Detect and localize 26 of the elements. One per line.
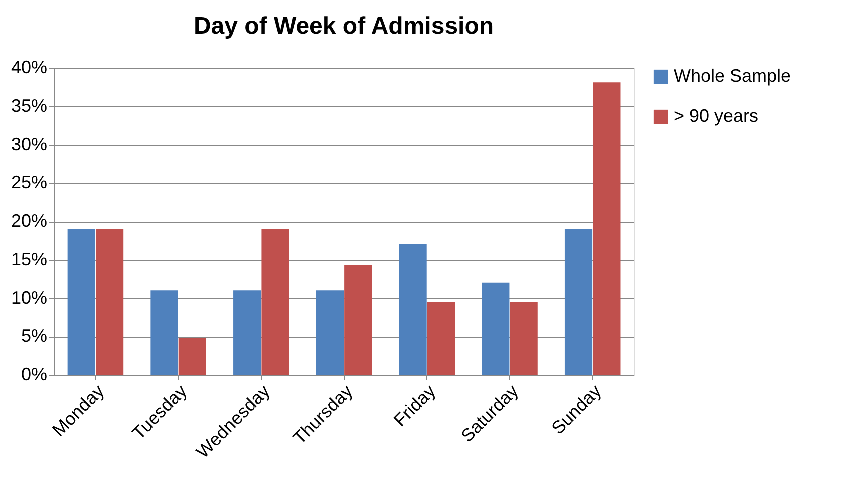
bar xyxy=(427,302,456,375)
bar xyxy=(482,282,510,375)
y-tick-label: 20% xyxy=(11,211,48,231)
bar xyxy=(234,290,262,375)
y-tick-label: 25% xyxy=(11,172,48,193)
bar xyxy=(96,229,124,375)
chart-title: Day of Week of Admission xyxy=(194,13,494,40)
bar xyxy=(593,82,621,375)
bar xyxy=(564,229,593,375)
bar xyxy=(399,244,427,375)
y-tick-label: 15% xyxy=(11,249,48,270)
y-tick-label: 5% xyxy=(21,326,48,346)
bar xyxy=(262,229,290,375)
bar xyxy=(316,290,344,375)
y-tick-label: 30% xyxy=(11,134,48,154)
bar xyxy=(68,229,96,375)
bar xyxy=(178,338,206,375)
bar xyxy=(150,290,178,375)
legend-label: Whole Sample xyxy=(674,66,792,86)
y-tick-label: 35% xyxy=(11,96,48,116)
bar xyxy=(344,265,372,375)
y-tick-label: 40% xyxy=(11,58,48,78)
y-tick-label: 10% xyxy=(11,288,48,308)
y-tick-label: 0% xyxy=(21,364,48,384)
legend-label: > 90 years xyxy=(674,106,759,126)
bar xyxy=(510,302,538,375)
